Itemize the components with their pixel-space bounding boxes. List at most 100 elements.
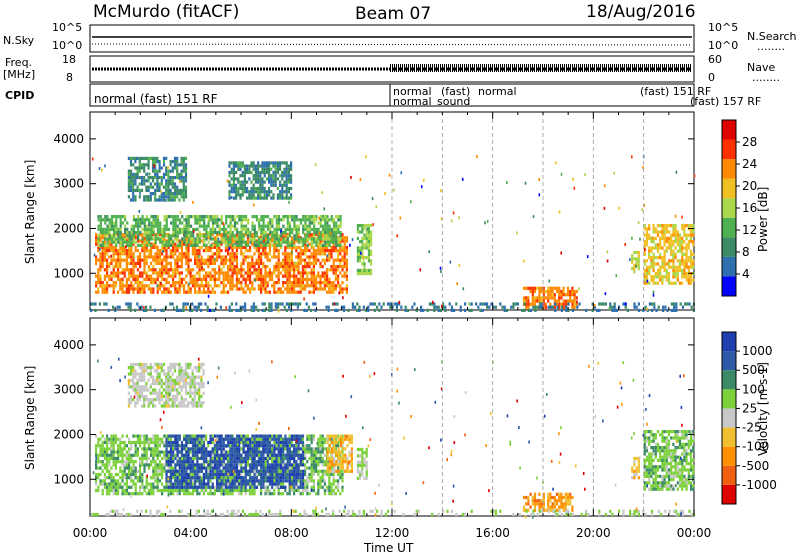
data-cell bbox=[192, 201, 194, 204]
data-cell bbox=[346, 275, 348, 278]
data-cell bbox=[298, 218, 300, 221]
data-cell bbox=[214, 228, 216, 231]
data-cell bbox=[257, 161, 259, 164]
data-cell bbox=[154, 255, 156, 258]
data-cell bbox=[576, 306, 578, 309]
data-cell bbox=[253, 168, 255, 171]
data-cell bbox=[683, 269, 685, 272]
data-cell bbox=[160, 282, 162, 285]
data-cell bbox=[263, 234, 265, 237]
data-cell bbox=[288, 171, 290, 174]
data-cell bbox=[132, 287, 134, 290]
data-cell bbox=[205, 284, 207, 287]
data-cell bbox=[126, 252, 128, 255]
data-cell bbox=[176, 492, 178, 495]
data-cell bbox=[190, 234, 192, 237]
data-cell bbox=[104, 284, 106, 287]
data-cell bbox=[102, 265, 104, 268]
data-cell bbox=[121, 287, 123, 290]
data-cell bbox=[254, 228, 256, 231]
data-cell bbox=[174, 192, 176, 195]
data-cell bbox=[159, 221, 161, 224]
data-cell bbox=[361, 243, 363, 246]
data-cell bbox=[227, 281, 229, 284]
data-cell bbox=[300, 287, 302, 290]
data-cell bbox=[240, 252, 242, 255]
data-cell bbox=[370, 272, 372, 275]
data-cell bbox=[336, 302, 338, 305]
data-cell bbox=[337, 268, 339, 271]
data-cell bbox=[209, 463, 211, 466]
data-cell bbox=[250, 193, 252, 196]
data-cell bbox=[163, 259, 165, 262]
data-cell bbox=[288, 181, 290, 184]
data-cell bbox=[283, 184, 285, 187]
data-cell bbox=[368, 259, 370, 262]
data-cell bbox=[164, 225, 166, 228]
data-cell bbox=[657, 269, 659, 272]
data-cell bbox=[227, 231, 229, 234]
data-cell bbox=[137, 479, 139, 482]
data-cell bbox=[128, 454, 130, 457]
data-cell bbox=[254, 234, 256, 237]
data-cell bbox=[148, 447, 150, 450]
data-cell bbox=[231, 492, 233, 495]
data-cell bbox=[125, 302, 127, 305]
data-cell bbox=[363, 259, 365, 262]
data-cell bbox=[154, 435, 156, 438]
data-cell bbox=[255, 181, 257, 184]
data-cell bbox=[218, 278, 220, 281]
data-cell bbox=[143, 451, 145, 454]
data-cell bbox=[366, 234, 368, 237]
data-cell bbox=[259, 190, 261, 193]
data-cell bbox=[427, 309, 429, 312]
data-cell bbox=[269, 225, 271, 228]
data-cell bbox=[661, 237, 663, 240]
data-cell bbox=[302, 271, 304, 274]
data-cell bbox=[311, 215, 313, 218]
data-cell bbox=[227, 489, 229, 492]
data-cell bbox=[344, 259, 346, 262]
data-cell bbox=[283, 168, 285, 171]
data-cell bbox=[291, 236, 293, 239]
data-cell bbox=[250, 171, 252, 174]
data-cell bbox=[291, 218, 293, 221]
data-cell bbox=[300, 259, 302, 262]
data-cell bbox=[168, 291, 170, 294]
data-cell bbox=[285, 228, 287, 231]
data-cell bbox=[213, 309, 215, 312]
data-cell bbox=[335, 244, 337, 247]
data-cell bbox=[240, 489, 242, 492]
data-cell bbox=[207, 306, 209, 309]
colorbar-tick-label: 16 bbox=[742, 201, 757, 215]
data-cell bbox=[255, 187, 257, 190]
data-cell bbox=[174, 195, 176, 198]
data-cell bbox=[97, 438, 99, 441]
data-cell bbox=[264, 281, 266, 284]
data-cell bbox=[126, 476, 128, 479]
data-cell bbox=[137, 262, 139, 265]
data-cell bbox=[521, 309, 523, 312]
data-cell bbox=[168, 483, 170, 486]
data-cell bbox=[293, 265, 295, 268]
data-cell bbox=[681, 237, 683, 240]
data-cell bbox=[241, 228, 243, 231]
data-cell bbox=[270, 174, 272, 177]
data-cell bbox=[113, 441, 115, 444]
data-cell bbox=[203, 438, 205, 441]
data-cell bbox=[378, 302, 380, 305]
data-cell bbox=[273, 255, 275, 258]
data-cell bbox=[225, 237, 227, 240]
data-cell bbox=[244, 171, 246, 174]
data-cell bbox=[690, 253, 692, 256]
data-cell bbox=[231, 302, 233, 305]
data-cell bbox=[460, 306, 462, 309]
data-cell bbox=[183, 182, 185, 185]
data-cell bbox=[119, 476, 121, 479]
data-cell bbox=[168, 467, 170, 470]
data-cell bbox=[137, 259, 139, 262]
data-cell bbox=[135, 460, 137, 463]
data-cell bbox=[344, 246, 346, 249]
data-cell bbox=[181, 243, 183, 246]
data-cell bbox=[106, 457, 108, 460]
